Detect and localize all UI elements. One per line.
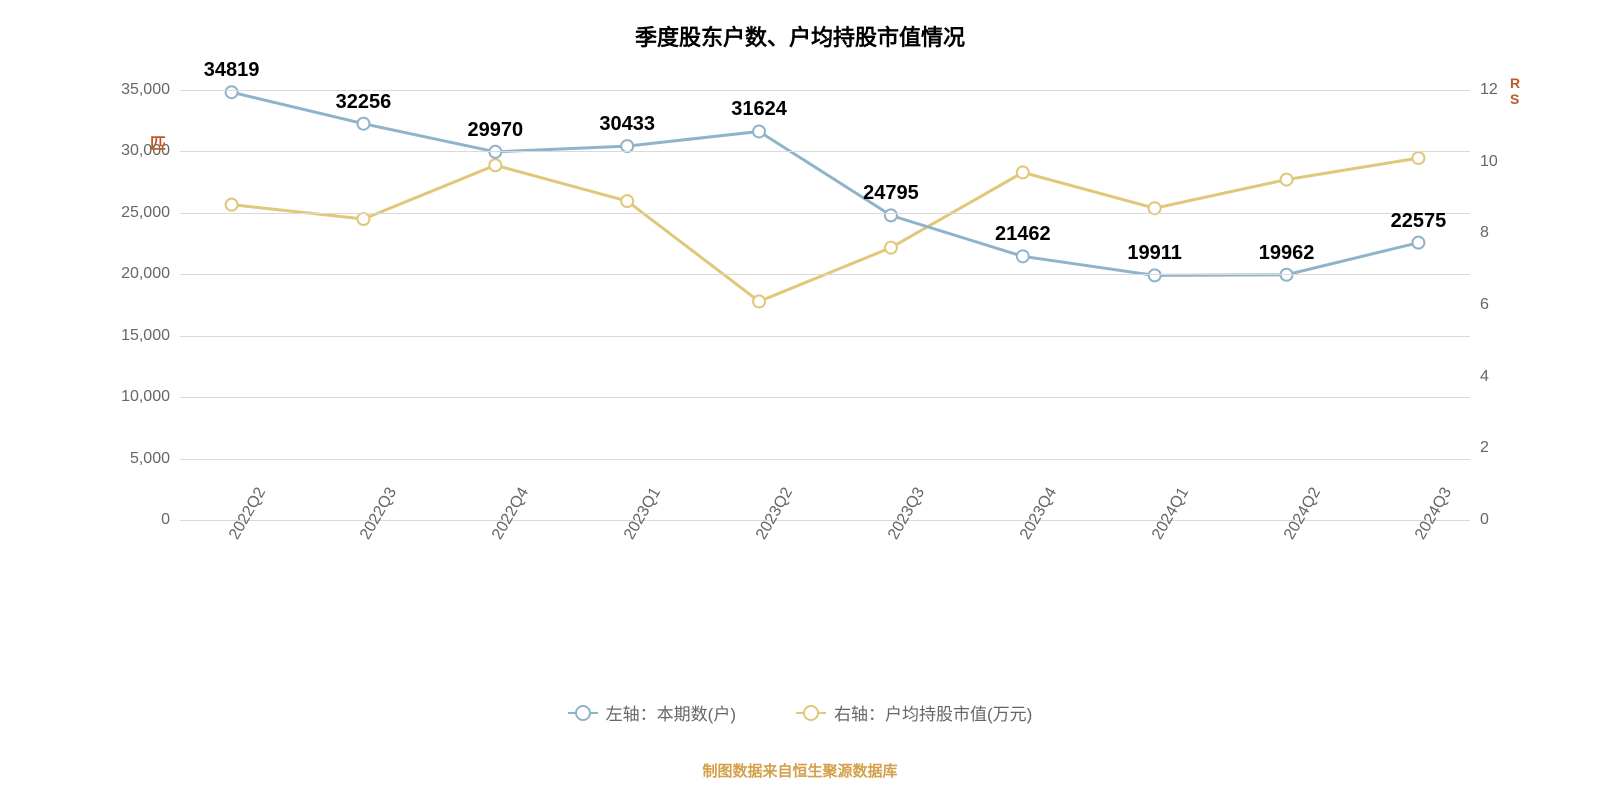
data-label: 32256 xyxy=(336,91,392,114)
right-axis-unit: R S xyxy=(1510,75,1520,107)
chart-title: 季度股东户数、户均持股市值情况 xyxy=(0,20,1600,52)
y-left-tick: 20,000 xyxy=(121,265,180,283)
series-marker xyxy=(1149,269,1161,281)
series-marker xyxy=(357,213,369,225)
y-left-tick: 35,000 xyxy=(121,81,180,99)
series-line xyxy=(232,92,1419,275)
data-label: 29970 xyxy=(468,119,524,142)
gridline xyxy=(180,459,1470,460)
series-marker xyxy=(753,295,765,307)
series-marker xyxy=(357,118,369,130)
gridline xyxy=(180,397,1470,398)
series-marker xyxy=(885,209,897,221)
gridline xyxy=(180,151,1470,152)
data-label: 30433 xyxy=(599,113,655,136)
legend-label-series1: 左轴：本期数(户) xyxy=(606,700,736,725)
series-marker xyxy=(1412,237,1424,249)
series-marker xyxy=(1017,250,1029,262)
series-marker xyxy=(885,242,897,254)
series-marker xyxy=(621,140,633,152)
y-left-tick: 15,000 xyxy=(121,327,180,345)
series-marker xyxy=(226,199,238,211)
series-marker xyxy=(1017,166,1029,178)
series-marker xyxy=(1412,152,1424,164)
legend-swatch-series2 xyxy=(796,712,826,714)
series-marker xyxy=(226,86,238,98)
y-right-tick: 10 xyxy=(1470,153,1498,171)
gridline xyxy=(180,336,1470,337)
left-axis-unit: 匹 xyxy=(150,130,166,154)
data-label: 24795 xyxy=(863,182,919,205)
data-label: 31624 xyxy=(731,98,787,121)
legend-item-series1: 左轴：本期数(户) xyxy=(568,700,736,725)
y-right-tick: 12 xyxy=(1470,81,1498,99)
data-label: 22575 xyxy=(1391,210,1447,233)
y-right-tick: 4 xyxy=(1470,368,1489,386)
gridline xyxy=(180,274,1470,275)
data-label: 21462 xyxy=(995,223,1051,246)
y-left-tick: 25,000 xyxy=(121,204,180,222)
chart-container: 季度股东户数、户均持股市值情况 05,00010,00015,00020,000… xyxy=(0,0,1600,800)
series-marker xyxy=(1281,174,1293,186)
plot-area: 05,00010,00015,00020,00025,00030,00035,0… xyxy=(180,90,1470,520)
footer-text: 制图数据来自恒生聚源数据库 xyxy=(0,760,1600,781)
data-label: 19911 xyxy=(1127,242,1182,265)
series-marker xyxy=(621,195,633,207)
y-left-tick: 10,000 xyxy=(121,388,180,406)
y-right-tick: 0 xyxy=(1470,511,1489,529)
y-right-tick: 8 xyxy=(1470,224,1489,242)
y-left-tick: 0 xyxy=(161,511,180,529)
legend-item-series2: 右轴：户均持股市值(万元) xyxy=(796,700,1032,725)
gridline xyxy=(180,213,1470,214)
data-label: 34819 xyxy=(204,59,260,82)
data-label: 19962 xyxy=(1259,242,1315,265)
legend-swatch-series1 xyxy=(568,712,598,714)
legend-label-series2: 右轴：户均持股市值(万元) xyxy=(834,700,1032,725)
series-marker xyxy=(489,159,501,171)
chart-svg xyxy=(180,90,1470,520)
series-marker xyxy=(753,125,765,137)
y-right-tick: 6 xyxy=(1470,296,1489,314)
legend: 左轴：本期数(户) 右轴：户均持股市值(万元) xyxy=(0,700,1600,725)
y-right-tick: 2 xyxy=(1470,439,1489,457)
y-left-tick: 5,000 xyxy=(130,450,180,468)
series-line xyxy=(232,158,1419,301)
